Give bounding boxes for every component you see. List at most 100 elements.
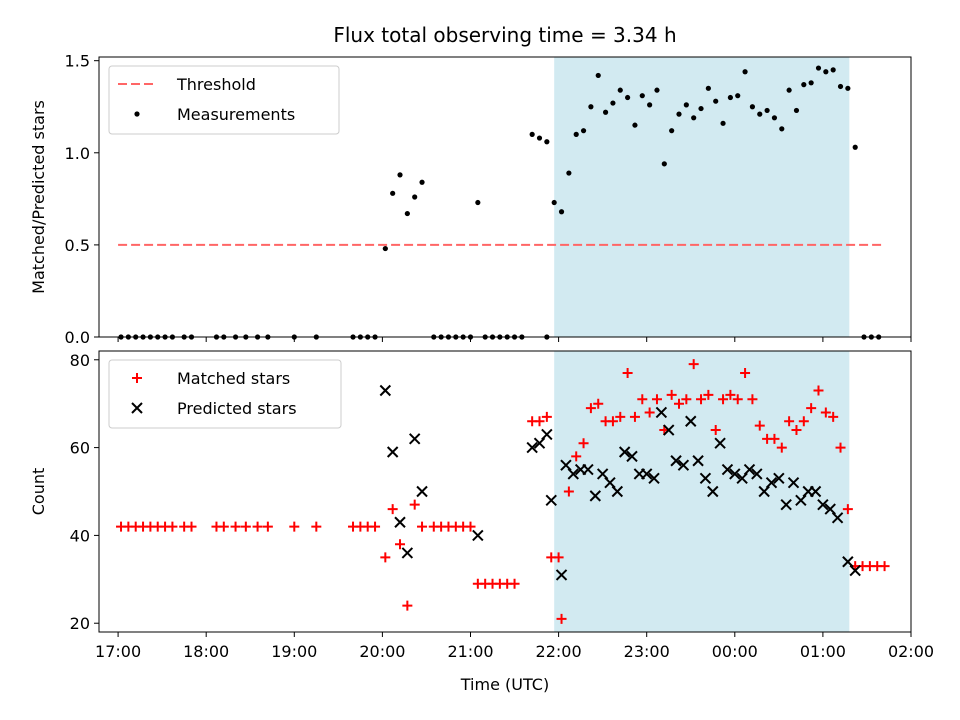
matched-stars-point: [681, 394, 692, 405]
matched-stars-point: [395, 539, 406, 550]
predicted-stars-point: [401, 547, 414, 559]
measurement-point: [852, 144, 858, 150]
legend: Matched stars Predicted stars: [108, 359, 342, 429]
predicted-stars-point: [670, 455, 682, 467]
predicted-stars-point: [379, 384, 392, 397]
predicted-stars-point: [618, 446, 631, 458]
y-tick-label: 20: [70, 614, 90, 633]
measurement-point: [830, 67, 836, 73]
matched-stars-point: [879, 561, 890, 572]
matched-stars-point: [725, 389, 736, 400]
matched-stars-point: [842, 504, 853, 515]
matched-stars-point: [417, 521, 428, 532]
predicted-stars-point: [795, 494, 807, 506]
predicted-stars-point: [817, 498, 829, 511]
matched-stars-point: [769, 433, 780, 444]
matched-stars-point: [813, 385, 824, 396]
predicted-stars-point: [707, 485, 719, 498]
measurement-point: [573, 131, 579, 137]
measurement-point: [727, 94, 733, 101]
y-axis-label: Count: [29, 468, 48, 516]
measurement-point: [397, 172, 403, 178]
predicted-stars-point: [604, 477, 616, 489]
predicted-stars-point: [751, 468, 763, 480]
matched-stars-point: [696, 394, 707, 405]
predicted-stars-point: [809, 485, 822, 498]
measurement-point: [764, 107, 770, 114]
chart-title: Flux total observing time = 3.34 h: [333, 23, 676, 47]
matched-stars-point: [703, 389, 714, 400]
measurement-point: [837, 83, 844, 90]
measurement-point: [580, 128, 587, 134]
matched-stars-point: [666, 389, 677, 400]
matched-stars-point: [218, 521, 229, 532]
predicted-stars-point: [472, 529, 484, 542]
predicted-stars-point: [560, 459, 572, 471]
predicted-stars-point: [692, 455, 704, 467]
predicted-stars-point: [626, 450, 638, 463]
matched-stars-point: [240, 521, 251, 532]
matched-stars-point: [534, 416, 545, 427]
bottom-panel: 17:00 18:00 19:00 20:00 21:00 22:00 23:00 00:00…: [29, 350, 934, 661]
matched-stars-point: [637, 394, 648, 405]
measurement-point: [720, 120, 726, 126]
measurement-point: [558, 209, 565, 215]
measurement-point: [661, 161, 667, 167]
measurement-point: [742, 69, 748, 75]
predicted-stars-point: [533, 437, 546, 449]
predicted-stars-point: [655, 406, 668, 419]
predicted-stars-point: [611, 485, 624, 498]
measurement-point: [566, 170, 572, 176]
predicted-stars-point: [526, 441, 538, 454]
matched-stars-point: [585, 403, 596, 414]
highlight-span: [554, 57, 850, 337]
measurement-point: [390, 190, 396, 196]
measurement-point: [669, 128, 675, 134]
predicted-stars-point: [394, 516, 406, 528]
matched-stars-point: [718, 394, 729, 405]
y-tick-label: 0.5: [65, 236, 90, 255]
predicted-stars-point: [831, 512, 844, 524]
matched-stars-point: [710, 425, 721, 436]
predicted-stars-point: [648, 472, 660, 485]
measurement-point: [801, 82, 807, 88]
x-axis-label: Time (UTC): [460, 675, 549, 694]
predicted-stars-point: [545, 494, 557, 506]
y-tick-label: 1.0: [65, 144, 90, 163]
measurement-point: [749, 104, 756, 110]
y-tick-label: 40: [70, 526, 90, 545]
matched-stars-point: [230, 521, 241, 532]
matched-stars-point: [311, 521, 322, 532]
predicted-stars-point: [780, 498, 792, 511]
matched-stars-point: [607, 416, 618, 427]
measurement-point: [588, 104, 594, 110]
x-tick-label: 22:00: [536, 642, 582, 661]
measurement-point: [475, 199, 481, 206]
matched-stars-point: [747, 394, 758, 405]
predicted-stars-point: [416, 485, 428, 498]
measurement-point: [808, 80, 814, 86]
measurement-point: [654, 87, 660, 93]
predicted-stars-point: [758, 485, 770, 498]
matched-stars-point: [402, 600, 413, 611]
x-tick-label: 20:00: [359, 642, 405, 661]
matched-stars-point: [593, 398, 604, 409]
measurement-point: [676, 111, 682, 117]
predicted-stars-point: [787, 477, 800, 489]
predicted-stars-point: [685, 415, 697, 427]
y-tick-label: 80: [70, 351, 90, 370]
measurement-point: [735, 93, 741, 99]
legend-matched-swatch: [132, 373, 142, 383]
measurement-point: [610, 100, 616, 106]
matched-stars-point: [622, 367, 633, 378]
measurement-point: [683, 102, 689, 108]
matched-stars-point: [820, 407, 831, 418]
matched-stars-point: [791, 425, 802, 436]
measurement-point: [419, 179, 425, 185]
matched-stars-point: [806, 403, 817, 414]
x-tick-label: 21:00: [447, 642, 493, 661]
predicted-stars-point: [743, 463, 756, 476]
legend: Threshold Measurements: [108, 65, 340, 135]
x-tick-label: 01:00: [800, 642, 846, 661]
matched-stars-point: [644, 407, 655, 418]
